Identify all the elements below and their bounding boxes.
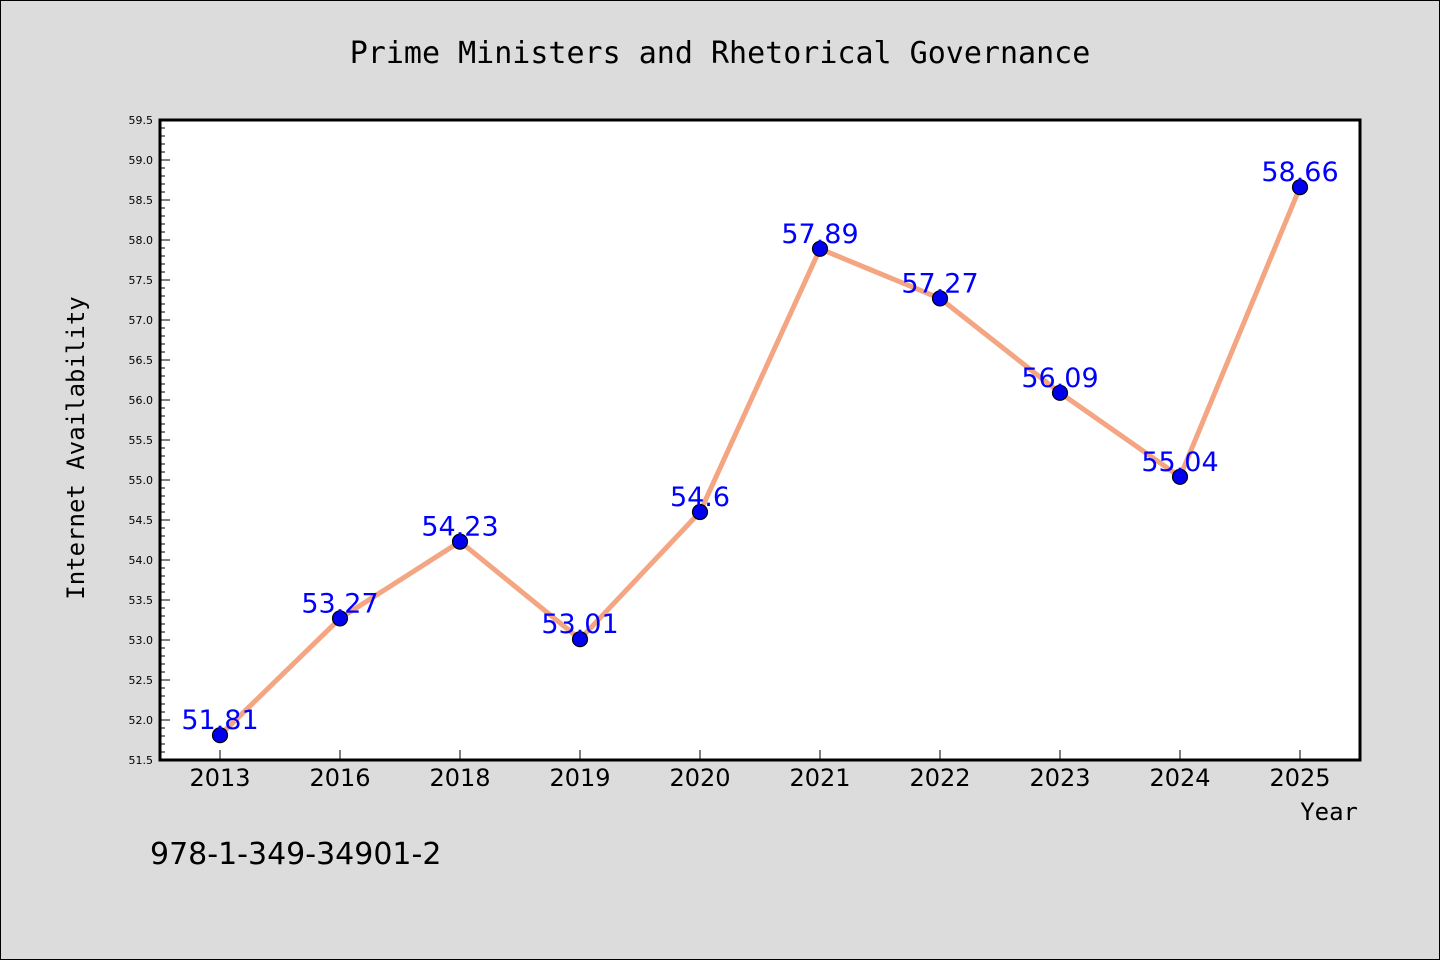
x-tick-label: 2025 [1269,764,1330,792]
data-point [451,533,469,550]
data-label: 53.27 [301,588,378,619]
data-point [811,240,829,257]
data-point [331,610,349,627]
y-tick-label: 55.5 [129,434,154,447]
y-tick-label: 57.0 [129,314,154,327]
y-tick-label: 56.0 [129,394,154,407]
y-tick-label: 52.5 [129,674,154,687]
data-label: 58.66 [1261,157,1338,188]
y-tick-label: 58.0 [129,234,154,247]
x-axis-label: Year [1300,798,1358,826]
data-label: 54.6 [670,482,730,513]
data-label: 56.09 [1021,363,1098,394]
plot-area [160,120,1360,760]
y-tick-label: 58.5 [129,194,154,207]
data-label: 51.81 [181,705,258,736]
data-point [571,631,589,648]
x-tick-label: 2022 [909,764,970,792]
data-labels-group: 51.81 53.27 54.23 53.01 54.6 57.89 57.27 56.09 5… [181,157,1338,736]
chart-title: Prime Ministers and Rhetorical Governanc… [350,36,1091,71]
data-label: 55.04 [1141,447,1218,478]
series-line [217,184,1303,738]
data-label: 57.27 [901,268,978,299]
data-point [211,727,229,744]
y-tick-label: 53.5 [129,594,154,607]
data-label: 53.01 [541,609,618,640]
data-point [1171,468,1189,485]
y-axis: 51.5 52.0 52.5 53.0 53.5 54.0 54.5 55.0 55.5 56.0… [129,114,170,767]
plot-border [158,118,1362,762]
data-point [931,290,949,307]
data-point [691,503,709,521]
y-tick-label: 52.0 [129,714,154,727]
data-point [1051,384,1069,401]
x-tick-label: 2018 [429,764,490,792]
markers-group [211,179,1309,744]
x-tick-label: 2021 [789,764,850,792]
y-axis-label: Internet Availability [62,296,90,599]
data-label: 57.89 [781,219,858,250]
series-line-group [217,184,1303,738]
y-tick-label: 53.0 [129,634,154,647]
x-tick-label: 2023 [1029,764,1090,792]
y-tick-label: 57.5 [129,274,154,287]
y-tick-label: 59.5 [129,114,154,127]
x-tick-label: 2013 [189,764,250,792]
x-tick-label: 2020 [669,764,730,792]
data-point [1291,179,1309,196]
y-tick-label: 51.5 [129,754,154,767]
x-tick-label: 2024 [1149,764,1210,792]
y-tick-label: 55.0 [129,474,154,487]
y-tick-label: 59.0 [129,154,154,167]
x-tick-label: 2016 [309,764,370,792]
footnote-isbn: 978-1-349-34901-2 [150,837,441,872]
x-axis: 2013 2016 2018 2019 2020 2021 2022 2023 2024 2025 [189,750,1331,792]
y-tick-label: 54.0 [129,554,154,567]
y-tick-label: 54.5 [129,514,154,527]
x-tick-label: 2019 [549,764,610,792]
data-label: 54.23 [421,512,498,543]
y-tick-label: 56.5 [129,354,154,367]
